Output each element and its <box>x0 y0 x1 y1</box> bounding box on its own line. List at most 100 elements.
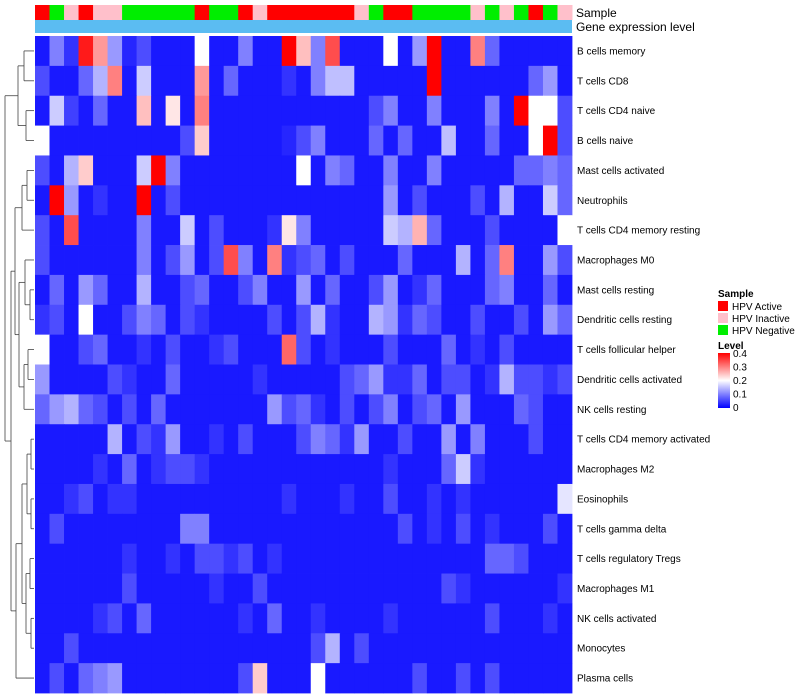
heatmap-cell <box>78 185 94 216</box>
heatmap-cell <box>223 304 239 336</box>
heatmap-cell <box>165 125 181 156</box>
heatmap-cell <box>383 155 399 186</box>
heatmap-cell <box>528 95 544 126</box>
heatmap-cell <box>64 95 79 126</box>
heatmap-cell <box>35 304 50 336</box>
heatmap-cell <box>426 483 442 515</box>
heatmap-cell <box>542 65 558 97</box>
heatmap-cell <box>383 483 399 515</box>
heatmap-cell <box>557 65 573 97</box>
heatmap-cell <box>136 573 152 604</box>
heatmap-cell <box>441 543 457 574</box>
heatmap-cell <box>209 215 225 246</box>
heatmap-cell <box>136 65 152 97</box>
heatmap-cell <box>513 245 529 276</box>
heatmap-cell <box>383 394 399 425</box>
row-label-t-cells-regulatory-tregs: T cells regulatory Tregs <box>577 554 681 565</box>
heatmap-cell <box>49 603 65 634</box>
heatmap-cell <box>455 65 471 97</box>
heatmap-cell <box>238 513 254 545</box>
heatmap-cell <box>64 125 79 156</box>
heatmap-cell <box>64 424 79 455</box>
heatmap-cell <box>513 215 529 246</box>
heatmap-cell <box>267 215 283 246</box>
heatmap-cell <box>64 245 79 276</box>
row-label-dendritic-cells-activated: Dendritic cells activated <box>577 375 682 386</box>
heatmap-cell <box>310 65 326 97</box>
heatmap-cell <box>194 543 210 574</box>
heatmap-cell <box>296 483 312 515</box>
heatmap-cell <box>122 543 137 574</box>
heatmap-cell <box>136 274 152 306</box>
heatmap-cell <box>49 424 65 455</box>
legend-level-tick: 0 <box>733 403 739 414</box>
heatmap-cell <box>557 513 573 545</box>
heatmap-cell <box>238 663 254 694</box>
heatmap-cell <box>354 454 370 485</box>
heatmap-cell <box>499 334 515 365</box>
heatmap-cell <box>194 185 210 216</box>
heatmap-cell <box>383 663 399 694</box>
heatmap-cell <box>383 454 399 485</box>
heatmap-cell <box>281 155 297 186</box>
sample-annotation-cell <box>397 5 413 20</box>
heatmap-cell <box>136 364 152 395</box>
heatmap-cell <box>238 633 254 664</box>
heatmap-cell <box>513 633 529 664</box>
heatmap-cell <box>484 603 500 634</box>
heatmap-cell <box>470 573 486 604</box>
heatmap-cell <box>64 304 79 336</box>
heatmap-cell <box>513 424 529 455</box>
heatmap-cell <box>252 245 268 276</box>
heatmap-cell <box>557 394 573 425</box>
heatmap-cell <box>252 603 268 634</box>
heatmap-cell <box>383 125 399 156</box>
heatmap-cell <box>223 95 239 126</box>
heatmap-cell <box>368 364 384 395</box>
heatmap-cell <box>78 633 94 664</box>
heatmap-cell <box>470 603 486 634</box>
heatmap-cell <box>107 65 123 97</box>
heatmap-cell <box>252 334 268 365</box>
legend-label-hpv-negative: HPV Negative <box>732 326 795 337</box>
heatmap-cell <box>368 155 384 186</box>
heatmap-cell <box>194 394 210 425</box>
heatmap-cell <box>354 394 370 425</box>
sample-annotation-cell <box>296 5 312 20</box>
heatmap-cell <box>412 394 428 425</box>
legend-level-tick: 0.1 <box>733 390 747 401</box>
heatmap-cell <box>354 663 370 694</box>
heatmap-cell <box>267 573 283 604</box>
heatmap-cell <box>267 364 283 395</box>
heatmap-cell <box>165 185 181 216</box>
heatmap-cell <box>107 155 123 186</box>
heatmap-cell <box>78 245 94 276</box>
heatmap-cell <box>180 215 196 246</box>
heatmap-cell <box>78 334 94 365</box>
heatmap-cell <box>499 663 515 694</box>
heatmap-cell <box>209 155 225 186</box>
heatmap-cell <box>426 454 442 485</box>
heatmap-cell <box>499 274 515 306</box>
heatmap-cell <box>484 245 500 276</box>
heatmap-cell <box>78 483 94 515</box>
sample-annotation-cell <box>325 5 341 20</box>
heatmap-cell <box>455 125 471 156</box>
heatmap-cell <box>513 274 529 306</box>
legend-level-tick: 0.3 <box>733 363 747 374</box>
heatmap-cell <box>296 304 312 336</box>
heatmap-cell <box>180 364 196 395</box>
heatmap-cell <box>238 155 254 186</box>
heatmap-cell <box>383 513 399 545</box>
heatmap-cell <box>180 304 196 336</box>
heatmap-cell <box>107 633 123 664</box>
heatmap-cell <box>194 274 210 306</box>
heatmap-cell <box>165 603 181 634</box>
sample-annotation-cell <box>49 5 65 20</box>
heatmap-cell <box>252 36 268 67</box>
heatmap-cell <box>49 125 65 156</box>
heatmap-cell <box>397 603 413 634</box>
heatmap-cell <box>107 364 123 395</box>
heatmap-cell <box>194 36 210 67</box>
